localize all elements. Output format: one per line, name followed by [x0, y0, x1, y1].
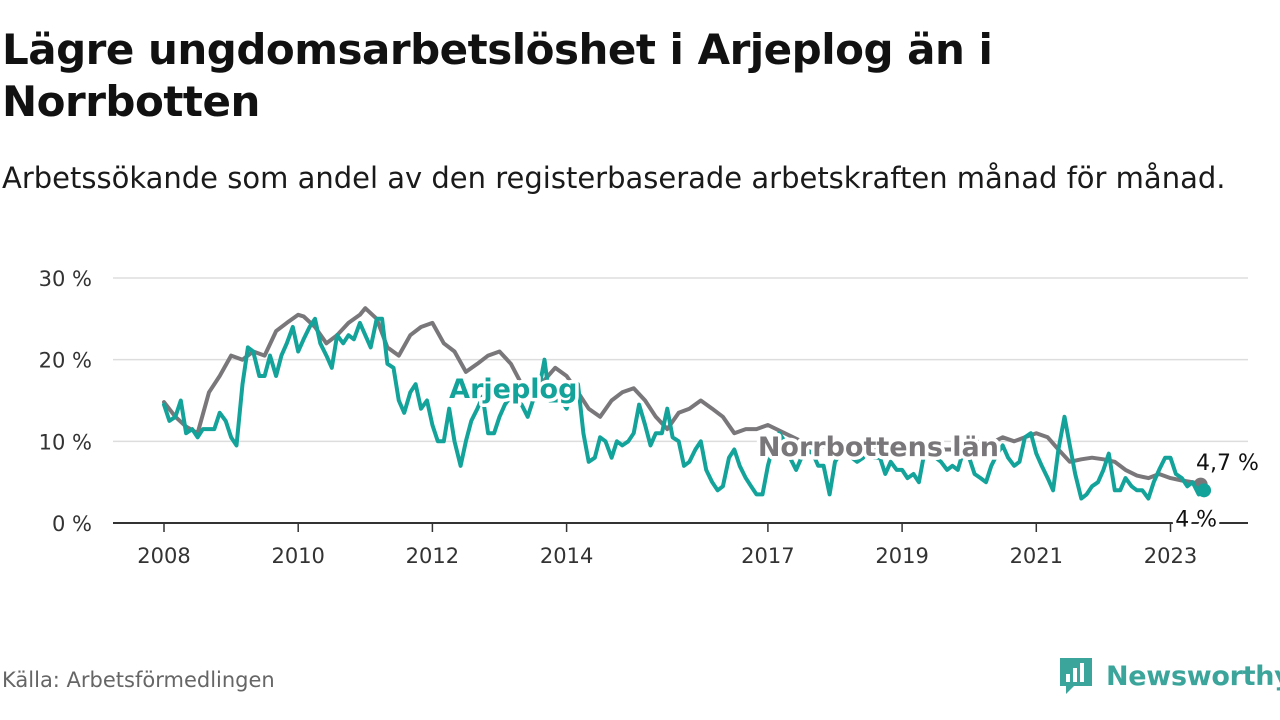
x-axis: 2008 2010 2012 2014 2017 2019 2021 2023	[113, 522, 1248, 568]
series-line-arjeplog	[162, 316, 1206, 501]
svg-text:Arjeplog: Arjeplog	[449, 374, 577, 405]
svg-text:Norrbottens län: Norrbottens län	[758, 432, 999, 463]
svg-text:Norrbottens län: Norrbottens län	[758, 432, 999, 463]
x-tick-label: 2008	[137, 544, 190, 568]
svg-text:Arjeplog: Arjeplog	[449, 374, 577, 405]
svg-text:4 %: 4 %	[1175, 507, 1217, 532]
bar-chart-icon	[1060, 658, 1092, 694]
x-tick-label: 2019	[875, 544, 928, 568]
series-line-norrbotten	[162, 306, 1203, 487]
y-tick-label: 20 %	[39, 349, 92, 373]
newsworthy-logo[interactable]: Newsworthy	[1058, 654, 1280, 698]
source-credit: Källa: Arbetsförmedlingen	[2, 668, 275, 692]
end-value-arjeplog: 4 %4 %	[1172, 504, 1221, 536]
x-tick-label: 2017	[741, 544, 794, 568]
svg-text:4 %: 4 %	[1175, 507, 1217, 532]
y-tick-label: 30 %	[39, 267, 92, 291]
x-tick-label: 2012	[406, 544, 459, 568]
gridlines	[113, 277, 1248, 443]
series-lines	[162, 306, 1212, 501]
line-chart: 2008 2010 2012 2014 2017 2019 2021 2023 0 % 10 %…	[39, 267, 1263, 568]
brand-name: Newsworthy	[1106, 660, 1280, 692]
chart-title: Lägre ungdomsarbetslöshet i Arjeplog än …	[2, 25, 993, 126]
chart-subtitle: Arbetssökande som andel av den registerb…	[2, 161, 1226, 195]
x-tick-label: 2014	[540, 544, 593, 568]
end-point-arjeplog	[1197, 483, 1212, 498]
end-value-norrbotten: 4,7 %4,7 %	[1192, 447, 1262, 479]
svg-text:4,7 %: 4,7 %	[1196, 451, 1259, 476]
x-tick-label: 2023	[1144, 544, 1197, 568]
x-tick-label: 2010	[271, 544, 324, 568]
svg-text:4,7 %: 4,7 %	[1196, 451, 1259, 476]
y-axis-labels: 0 % 10 % 20 % 30 %	[39, 267, 92, 536]
y-tick-label: 0 %	[52, 512, 92, 536]
x-tick-label: 2021	[1010, 544, 1063, 568]
y-tick-label: 10 %	[39, 430, 92, 454]
